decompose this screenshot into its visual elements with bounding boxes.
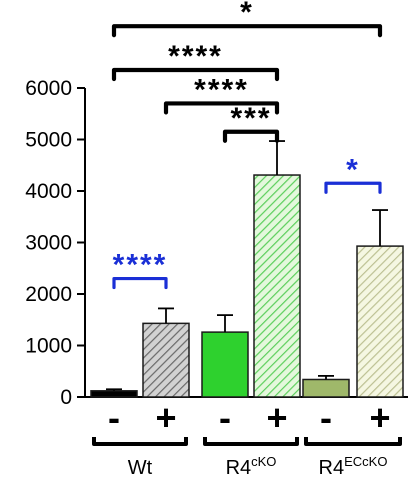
y-tick-label: 3000: [25, 232, 72, 255]
x-tick-label: -: [108, 397, 120, 438]
bar: [143, 323, 189, 397]
group-label-superscript: ECcKO: [344, 454, 387, 469]
group-bracket: [306, 437, 400, 444]
group-label-superscript: cKO: [251, 454, 276, 469]
y-tick-label: 6000: [25, 77, 72, 100]
group-label-text: Wt: [128, 457, 153, 479]
bar: [357, 246, 403, 397]
y-tick-label: 0: [60, 386, 72, 409]
group-label: R4ECcKO: [319, 454, 388, 479]
x-tick-label: +: [369, 397, 390, 438]
bar: [303, 379, 349, 397]
y-tick-label: 2000: [25, 283, 72, 306]
significance-brackets: *****************: [113, 0, 380, 288]
y-tick-label: 4000: [25, 180, 72, 203]
group-label: R4cKO: [226, 454, 277, 479]
significance-label: ****: [168, 40, 223, 73]
group-label: Wt: [128, 457, 153, 479]
significance-label: ***: [230, 102, 271, 135]
significance-label: *: [240, 0, 254, 29]
x-tick-label: +: [266, 397, 287, 438]
x-tick-label: +: [155, 397, 176, 438]
y-tick-label: 5000: [25, 129, 72, 152]
group-label-text: R4: [226, 457, 252, 479]
x-axis-labels: - + - + - +Wt R4cKO R4ECcKO: [94, 397, 400, 479]
group-bracket: [94, 437, 186, 444]
significance-label: *: [346, 153, 360, 186]
bar: [254, 175, 300, 397]
significance-label: ****: [113, 249, 168, 282]
x-tick-label: -: [219, 397, 231, 438]
bar: [202, 332, 248, 397]
y-tick-label: 1000: [25, 335, 72, 358]
group-bracket: [205, 437, 297, 444]
group-label-text: R4: [319, 457, 345, 479]
x-tick-label: -: [320, 397, 332, 438]
